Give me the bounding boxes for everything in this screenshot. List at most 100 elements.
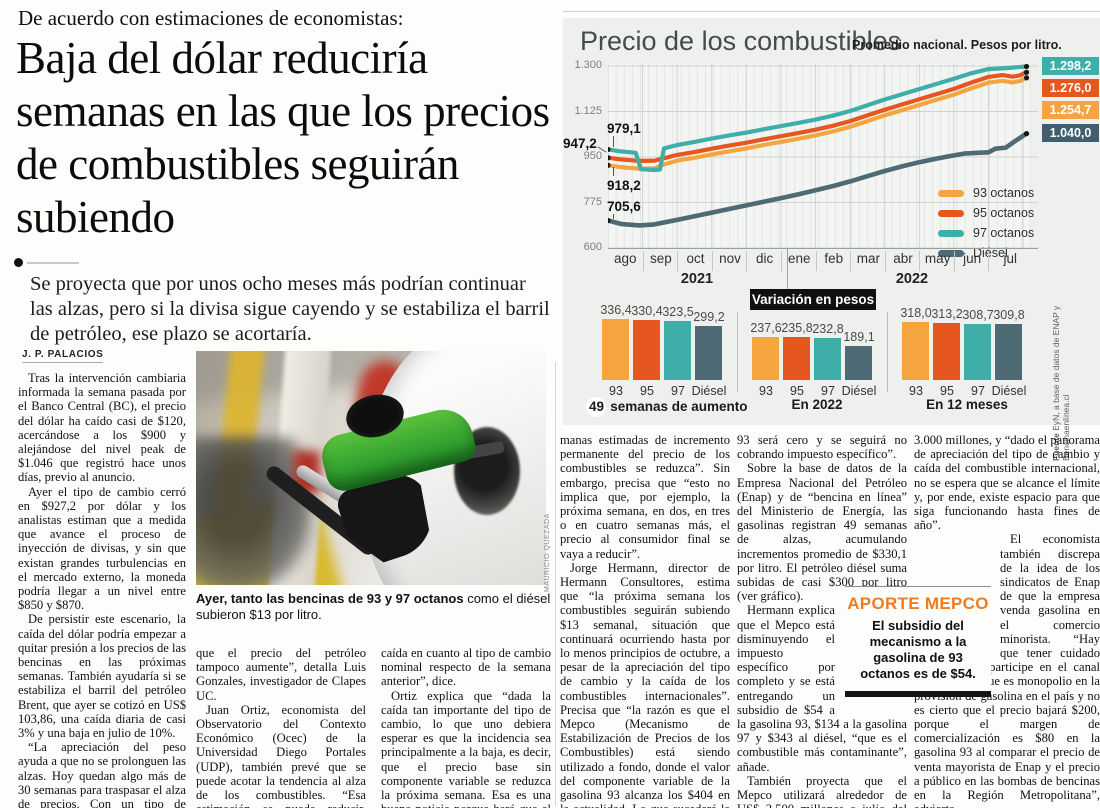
photo-caption-rest: como el diésel subieron $13 por litro. <box>196 591 551 622</box>
legend-swatch-icon <box>938 209 964 217</box>
legend-swatch-icon <box>938 229 964 237</box>
bar-category-label: 93 <box>609 384 623 398</box>
tick-97 <box>613 136 614 147</box>
byline: J. P. PALACIOS <box>22 349 104 363</box>
y-tick-label: 600 <box>583 241 602 253</box>
bar-value-label: 330,4 <box>631 304 663 319</box>
bar-Diésel <box>695 325 722 380</box>
paragraph: De persistir este escenario, la caída de… <box>18 612 186 741</box>
bar-group-caption: En 2022 <box>732 397 902 412</box>
bar-group-divider <box>737 312 738 392</box>
bar-category-label: Diésel <box>691 384 727 398</box>
paragraph: El economista también discrepa de la ide… <box>914 532 1100 808</box>
bar-value-label: 237,6 <box>750 320 782 335</box>
x-axis-month-label: feb <box>815 251 852 271</box>
paragraph: Ortiz explica que “dada la caída tan imp… <box>381 688 551 808</box>
aporte-mepco-title: APORTE MEPCO <box>847 594 989 613</box>
caption-text: En 12 meses <box>926 397 1008 412</box>
gas-station-photo <box>196 351 546 585</box>
bar-category-label: 97 <box>821 384 835 398</box>
bar-value-label: 318,0 <box>900 306 932 321</box>
paragraph: También proyecta que el Mepco utilizará … <box>737 773 907 808</box>
bar-value-label: 299,2 <box>693 309 725 324</box>
y-tick-label: 1.300 <box>574 59 602 71</box>
section-rule <box>563 11 1100 12</box>
bar-93 <box>902 322 929 380</box>
x-axis-month-label: may <box>919 251 955 271</box>
x-axis-month-label: dic <box>746 251 782 271</box>
bar-93 <box>602 319 629 380</box>
legend-item: Diésel <box>938 246 1034 260</box>
legend-item: 93 octanos <box>938 186 1034 200</box>
column-divider <box>555 362 556 806</box>
bar-category-label: 95 <box>640 384 654 398</box>
bar-value-label: 308,7 <box>962 308 994 323</box>
chart-title: Precio de los combustibles <box>580 26 902 56</box>
x-axis-month-label: nov <box>711 251 748 271</box>
x-axis-line <box>608 248 1038 249</box>
x-axis-month-label: mar <box>850 251 886 271</box>
photo-caption: Ayer, tanto las bencinas de 93 y 97 octa… <box>196 591 554 623</box>
end-label-95-octanos: 1.276,0 <box>1042 79 1099 97</box>
bar-value-label: 235,8 <box>781 321 813 336</box>
bar-value-label: 336,4 <box>600 303 632 318</box>
kicker: De acuerdo con estimaciones de economist… <box>18 6 404 30</box>
legend-label: 93 octanos <box>973 186 1035 200</box>
article-column-4: manas estimadas de incremento permanente… <box>560 433 730 808</box>
series-95-octanos <box>608 70 1029 164</box>
paragraph: Jorge Hermann, director de Hermann Consu… <box>560 560 730 808</box>
bar-95 <box>783 337 810 380</box>
aporte-mepco-text: El subsidio del mecanismo a la gasolina … <box>860 618 976 681</box>
photo-caption-bold: Ayer, tanto las bencinas de 93 y 97 octa… <box>196 591 464 606</box>
deck-bullet-icon <box>14 258 23 267</box>
bar-category-label: 97 <box>671 384 685 398</box>
bar-category-label: 95 <box>790 384 804 398</box>
bar-value-label: 313,2 <box>931 307 963 322</box>
y-tick-label: 950 <box>583 150 602 162</box>
legend-label: 97 octanos <box>973 226 1035 240</box>
x-axis-month-label: abr <box>884 251 921 271</box>
article-column-2: que el precio del petróleo tampoco aumen… <box>196 646 366 808</box>
bar-category-label: 93 <box>909 384 923 398</box>
bar-category-label: 93 <box>759 384 773 398</box>
series-Diésel <box>608 131 1029 228</box>
year-label-2021: 2021 <box>680 271 714 287</box>
bar-group-caption: En 12 meses <box>882 397 1052 412</box>
paragraph: Tras la intervención cambiaria informada… <box>18 371 186 485</box>
x-axis-month-label: ene <box>780 251 817 271</box>
bar-category-label: Diésel <box>991 384 1027 398</box>
aporte-mepco-box: APORTE MEPCO El subsidio del mecanismo a… <box>845 586 991 697</box>
page-title: Baja del dólar reduciría semanas en las … <box>16 33 550 242</box>
bar-value-label: 189,1 <box>843 329 875 344</box>
paragraph: 93 será cero y se seguirá no cobrando im… <box>737 433 907 462</box>
bar-category-label: 95 <box>940 384 954 398</box>
x-axis-month-label: jul <box>988 251 1031 271</box>
bar-value-label: 309,8 <box>993 307 1025 322</box>
paragraph: manas estimadas de incremento permanente… <box>560 433 730 561</box>
article-column-5: 93 será cero y se seguirá no cobrando im… <box>737 433 907 808</box>
bar-97 <box>964 324 991 380</box>
paragraph: caída en cuanto al tipo de cambio nomina… <box>381 646 551 689</box>
bar-category-label: 97 <box>971 384 985 398</box>
legend-label: Diésel <box>973 246 1008 260</box>
paragraph: Juan Ortiz, economista del Observatorio … <box>196 702 366 808</box>
weeks-count-badge: 49 <box>586 397 607 417</box>
bar-Diésel <box>995 323 1022 380</box>
bar-group-caption: 49 semanas de aumento <box>582 397 752 417</box>
bar-value-label: 232,8 <box>812 321 844 336</box>
end-label-Diésel: 1.040,0 <box>1042 124 1099 142</box>
tick-diesel <box>613 214 614 219</box>
deck-rule <box>27 262 79 264</box>
caption-text: En 2022 <box>791 397 843 412</box>
bar-95 <box>633 320 660 380</box>
paragraph: Ayer el tipo de cambio cerró en $927,2 p… <box>18 484 186 613</box>
start-label-97: 979,1 <box>607 121 641 136</box>
bar-95 <box>933 323 960 380</box>
series-97-octanos <box>608 64 1029 173</box>
end-label-93-octanos: 1.254,7 <box>1042 101 1099 119</box>
tick-93 <box>613 167 614 176</box>
y-tick-label: 775 <box>583 195 602 208</box>
paragraph: “La apreciación del peso ayuda a que no … <box>18 740 186 808</box>
bar-group-divider <box>887 312 888 392</box>
chart-legend: 93 octanos 95 octanos 97 octanos Diésel <box>938 186 1034 266</box>
